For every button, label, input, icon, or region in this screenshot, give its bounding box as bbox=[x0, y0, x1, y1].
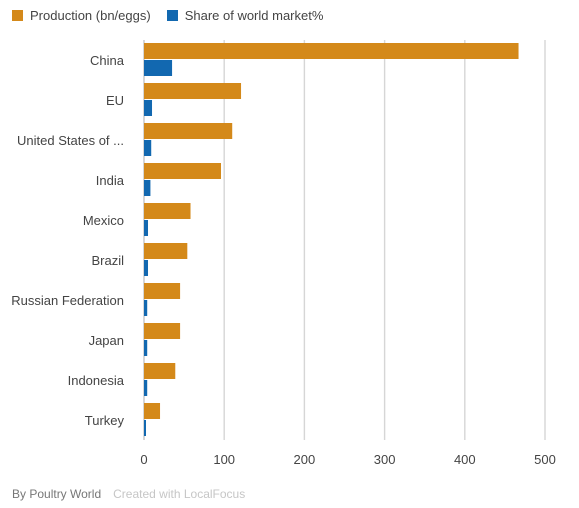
bar-production[interactable] bbox=[144, 163, 221, 179]
legend-item-production[interactable]: Production (bn/eggs) bbox=[12, 8, 151, 23]
x-tick-label: 500 bbox=[534, 452, 556, 467]
bar-market-share[interactable] bbox=[144, 100, 153, 116]
x-axis-tick-labels: 0 100 200 300 400 500 bbox=[140, 452, 555, 467]
bar-production[interactable] bbox=[144, 123, 233, 139]
category-label: China bbox=[90, 53, 125, 68]
bar-market-share[interactable] bbox=[144, 300, 148, 316]
footer: By Poultry World Created with LocalFocus bbox=[12, 487, 245, 501]
bar-production[interactable] bbox=[144, 243, 188, 259]
bar-market-share[interactable] bbox=[144, 260, 149, 276]
legend-swatch-share bbox=[166, 10, 178, 21]
x-tick-label: 300 bbox=[374, 452, 396, 467]
bar-production[interactable] bbox=[144, 403, 161, 419]
footer-credit: Created with LocalFocus bbox=[113, 487, 246, 501]
category-label: Russian Federation bbox=[11, 293, 124, 308]
x-tick-label: 200 bbox=[294, 452, 316, 467]
category-label: United States of ... bbox=[17, 133, 124, 148]
x-tick-label: 400 bbox=[454, 452, 476, 467]
bar-market-share[interactable] bbox=[144, 420, 146, 436]
bar-market-share[interactable] bbox=[144, 340, 148, 356]
footer-source: By Poultry World bbox=[12, 487, 102, 501]
bars bbox=[144, 43, 519, 436]
x-tick-label: 0 bbox=[140, 452, 147, 467]
category-label: Turkey bbox=[85, 413, 125, 428]
category-label: Brazil bbox=[91, 253, 124, 268]
category-labels: China EU United States of ... India Mexico Br… bbox=[11, 53, 125, 428]
category-label: Japan bbox=[89, 333, 124, 348]
legend-label-share: Share of world market% bbox=[184, 8, 324, 23]
x-tick-label: 100 bbox=[213, 452, 235, 467]
bar-production[interactable] bbox=[144, 83, 242, 99]
bar-production[interactable] bbox=[144, 203, 191, 219]
category-label: EU bbox=[106, 93, 124, 108]
legend: Production (bn/eggs) Share of world mark… bbox=[12, 8, 323, 23]
bar-production[interactable] bbox=[144, 43, 519, 59]
legend-item-share[interactable]: Share of world market% bbox=[166, 8, 324, 23]
bar-market-share[interactable] bbox=[144, 180, 151, 196]
legend-label-production: Production (bn/eggs) bbox=[30, 8, 151, 23]
bar-market-share[interactable] bbox=[144, 140, 152, 156]
legend-swatch-production bbox=[12, 10, 23, 21]
gridlines bbox=[143, 40, 546, 440]
bar-production[interactable] bbox=[144, 323, 181, 339]
bar-market-share[interactable] bbox=[144, 380, 148, 396]
category-label: India bbox=[96, 173, 125, 188]
bar-production[interactable] bbox=[144, 363, 176, 379]
category-label: Indonesia bbox=[68, 373, 125, 388]
bar-production[interactable] bbox=[144, 283, 181, 299]
bar-market-share[interactable] bbox=[144, 220, 149, 236]
category-label: Mexico bbox=[83, 213, 124, 228]
bar-market-share[interactable] bbox=[144, 60, 173, 76]
